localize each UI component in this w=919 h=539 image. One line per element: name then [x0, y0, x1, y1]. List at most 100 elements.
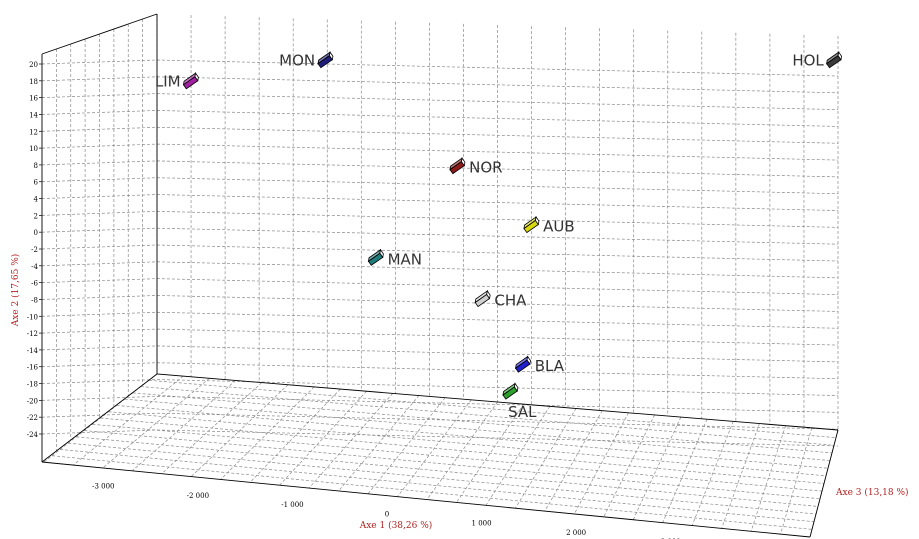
y-tick-label: -4: [31, 263, 38, 271]
grid-line: [52, 455, 813, 530]
y-tick-label: -20: [27, 397, 38, 405]
grid-line: [156, 211, 839, 228]
data-point: HOL: [792, 51, 843, 70]
grid-line: [156, 278, 839, 295]
grid-line: [338, 395, 420, 492]
x-tick-label: -2 000: [187, 492, 209, 500]
grid-line: [148, 379, 837, 438]
grid-line: [92, 423, 823, 492]
point-label: MON: [279, 52, 315, 70]
grid: [41, 14, 839, 538]
grid-line: [41, 160, 158, 166]
grid-line: [41, 110, 158, 115]
y-tick-label: -10: [27, 313, 38, 321]
grid-line: [156, 429, 839, 447]
point-label: CHA: [494, 292, 527, 310]
grid-line: [100, 417, 825, 484]
plot-frame: [41, 13, 839, 538]
grid-line: [156, 126, 839, 144]
z-axis-line: [809, 429, 839, 538]
grid-line: [156, 194, 839, 211]
bar-end: [526, 355, 531, 366]
bar-end: [379, 248, 384, 259]
grid-line: [156, 295, 839, 312]
bar-end: [329, 51, 334, 61]
data-points: LIM MON HOL NOR AUB MAN CHA BLA SAL: [155, 51, 843, 421]
y-tick-label: 14: [29, 111, 38, 119]
grid-line: [41, 76, 158, 82]
data-point: NOR: [449, 157, 503, 177]
grid-line: [156, 244, 839, 262]
data-point: LIM: [155, 72, 199, 91]
grid-line: [156, 261, 839, 279]
y-tick-label: 20: [29, 61, 38, 69]
point-label: HOL: [792, 52, 824, 70]
point-label: BLA: [535, 357, 565, 375]
grid-line: [780, 427, 813, 535]
grid-line: [41, 295, 158, 300]
grid-line: [279, 390, 367, 486]
y-tick-label: -2: [31, 246, 38, 254]
z-axis-title: Axe 3 (13,18 %): [835, 487, 909, 498]
grid-line: [156, 412, 839, 430]
y-tick-label: -24: [27, 431, 39, 439]
grid-line: [156, 177, 839, 195]
data-point-bar: [367, 248, 384, 266]
grid-line: [156, 396, 839, 413]
y-tick-label: 12: [29, 128, 38, 136]
y-tick-label: 16: [29, 95, 38, 103]
grid-line: [249, 388, 341, 483]
grid-line: [156, 328, 839, 346]
data-point-bar: [502, 382, 519, 400]
point-label: AUB: [543, 218, 575, 236]
grid-line: [140, 386, 835, 446]
grid-line: [515, 408, 577, 509]
y-tick-label: 4: [34, 196, 39, 204]
tick-labels: 20181614121086420-2-4-6-8-10-12-14-16-18…: [27, 61, 681, 539]
bar-end: [837, 51, 843, 61]
bar-end: [535, 215, 540, 226]
grid-line: [41, 261, 158, 267]
left-wall-top-edge: [41, 13, 158, 55]
grid-line: [156, 160, 839, 178]
x-tick-label: 2 000: [566, 529, 586, 537]
grid-line: [485, 406, 551, 506]
grid-line: [156, 110, 839, 127]
bar-end: [513, 382, 519, 393]
grid-line: [156, 379, 839, 396]
y-tick-label: -22: [27, 414, 38, 422]
y-tick-label: 10: [29, 145, 38, 153]
point-label: MAN: [388, 250, 422, 268]
grid-line: [68, 442, 817, 515]
y-tick-label: -18: [27, 381, 38, 389]
data-point: BLA: [514, 355, 565, 375]
data-point: AUB: [523, 215, 575, 236]
grid-line: [156, 311, 839, 329]
grid-line: [156, 93, 839, 110]
grid-line: [691, 421, 734, 526]
y-tick-label: 0: [34, 229, 38, 237]
grid-line: [632, 416, 682, 520]
left-floor-edge: [41, 373, 158, 463]
y-tick-label: -14: [27, 347, 39, 355]
data-point-bar: [449, 157, 466, 175]
y-tick-label: 8: [34, 162, 38, 170]
grid-line: [156, 227, 839, 245]
y-tick-label: -6: [31, 280, 38, 288]
point-label: SAL: [508, 403, 537, 421]
y-tick-label: -16: [27, 364, 39, 372]
bar-end: [194, 72, 199, 82]
grid-line: [84, 430, 821, 500]
x-axis-line: [41, 461, 811, 538]
y-tick-label: 2: [34, 212, 38, 220]
grid-line: [156, 76, 839, 94]
grid-line: [124, 398, 831, 461]
grid-line: [76, 436, 819, 507]
x-tick-label: -1 000: [281, 501, 303, 509]
x-tick-label: 1 000: [472, 520, 492, 528]
x-axis-title: Axe 1 (38,26 %): [359, 520, 433, 531]
grid-line: [132, 380, 236, 471]
bar-end: [486, 289, 491, 300]
x-tick-label: -3 000: [92, 483, 114, 491]
